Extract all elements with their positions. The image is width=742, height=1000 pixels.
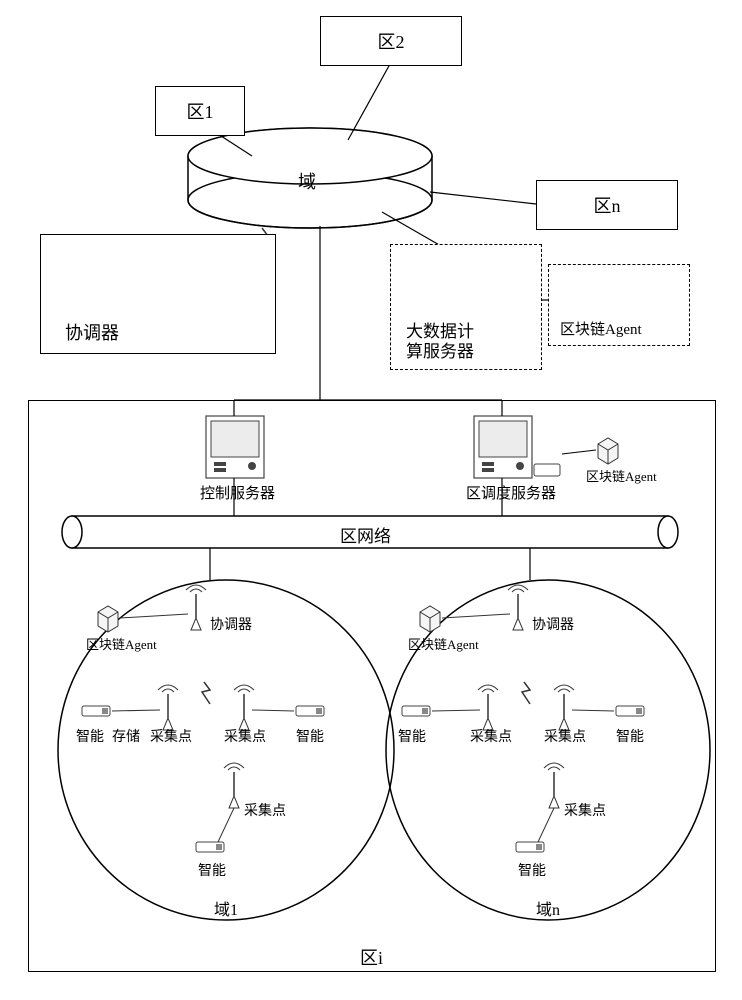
sched-server-label: 区调度服务器 (466, 482, 556, 503)
sched-agent-label: 区块链Agent (586, 466, 657, 485)
dn-coord: 协调器 (532, 614, 574, 634)
diagram-root: 区2 区1 区n 域 协调器 大数据计 算服务器 区块链Agent 区i 控制服… (0, 0, 742, 1000)
d1-smart-r: 智能 (296, 726, 324, 746)
line-zonen (430, 192, 536, 204)
agent-top-label: 区块链Agent (560, 318, 642, 339)
zonei-outer (28, 400, 716, 972)
dn-coll-b: 采集点 (564, 800, 606, 820)
zone1-box: 区1 (155, 86, 245, 136)
d1-coll-r: 采集点 (224, 726, 266, 746)
coordinator-box: 协调器 (40, 234, 276, 354)
zone2-box: 区2 (320, 16, 462, 66)
ctrl-server-label: 控制服务器 (200, 482, 275, 503)
dn-agent: 区块链Agent (408, 634, 479, 653)
dn-smart-b: 智能 (518, 860, 546, 880)
line-zone2 (348, 64, 390, 140)
domain-cyl-label: 域 (298, 168, 316, 194)
bigdata-label: 大数据计 算服务器 (406, 322, 474, 361)
dn-label: 域n (536, 896, 560, 920)
d1-coll-l: 采集点 (150, 726, 192, 746)
dn-coll-r: 采集点 (544, 726, 586, 746)
zonen-box: 区n (536, 180, 678, 230)
d1-smart-b: 智能 (198, 860, 226, 880)
zonen-label: 区n (594, 192, 621, 218)
zonei-label: 区i (360, 944, 383, 970)
dn-smart-r: 智能 (616, 726, 644, 746)
dn-coll-l: 采集点 (470, 726, 512, 746)
d1-store: 存储 (112, 726, 140, 746)
d1-coord: 协调器 (210, 614, 252, 634)
d1-label: 域1 (214, 896, 238, 920)
d1-coll-b: 采集点 (244, 800, 286, 820)
zone2-label: 区2 (378, 28, 405, 54)
d1-agent: 区块链Agent (86, 634, 157, 653)
coordinator-label: 协调器 (65, 319, 119, 345)
zone1-label: 区1 (187, 98, 214, 124)
d1-smart-l: 智能 (76, 726, 104, 746)
dn-smart-l: 智能 (398, 726, 426, 746)
zone-net-label: 区网络 (340, 522, 391, 547)
